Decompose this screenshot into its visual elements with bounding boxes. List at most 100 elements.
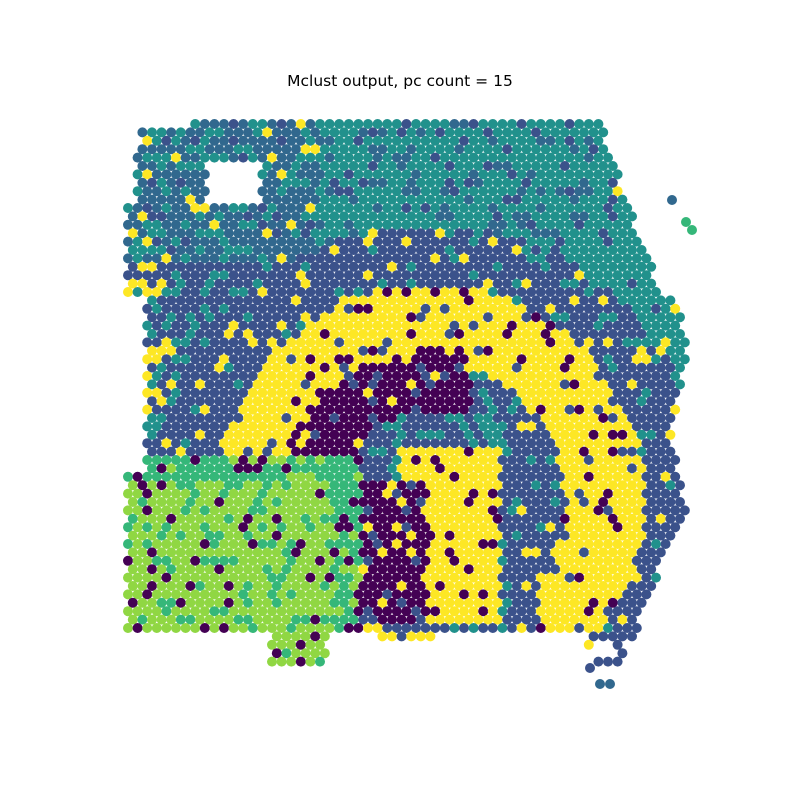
spot-cluster-1 — [430, 354, 441, 365]
spot-cluster-2 — [295, 303, 306, 314]
spot-cluster-7 — [550, 396, 561, 407]
spot-cluster-4 — [142, 219, 153, 230]
spot-cluster-2 — [627, 329, 637, 339]
spot-cluster-6 — [209, 589, 220, 600]
spot-cluster-3 — [348, 194, 359, 205]
spot-cluster-5 — [339, 530, 349, 541]
spot-cluster-7 — [363, 270, 373, 281]
spot-cluster-4 — [588, 161, 599, 171]
spot-cluster-6 — [300, 480, 311, 491]
spot-cluster-4 — [603, 354, 613, 365]
spot-cluster-2 — [550, 463, 561, 474]
spot-cluster-2 — [305, 270, 316, 281]
spot-cluster-2 — [310, 312, 321, 323]
spot-cluster-7 — [535, 572, 546, 583]
spot-cluster-4 — [603, 219, 613, 230]
spot-cluster-7 — [382, 303, 393, 314]
spot-cluster-1 — [607, 513, 618, 524]
spot-cluster-7 — [617, 581, 628, 591]
spot-cluster-4 — [607, 261, 618, 272]
spot-cluster-2 — [334, 236, 345, 247]
spot-cluster-3 — [343, 219, 354, 230]
spot-cluster-4 — [463, 211, 474, 222]
spot-cluster-6 — [233, 547, 244, 558]
spot-cluster-2 — [516, 572, 527, 583]
spot-cluster-4 — [507, 186, 517, 197]
spot-cluster-1 — [334, 404, 345, 415]
spot-cluster-4 — [334, 219, 345, 230]
spot-cluster-4 — [598, 194, 609, 205]
spot-cluster-5 — [291, 614, 301, 625]
spot-cluster-2 — [516, 253, 527, 264]
spot-cluster-1 — [382, 555, 393, 566]
spot-cluster-2 — [531, 127, 541, 138]
spot-cluster-4 — [444, 144, 455, 155]
spot-cluster-4 — [463, 161, 474, 171]
spot-cluster-7 — [444, 597, 455, 608]
spot-cluster-7 — [612, 404, 623, 415]
spot-cluster-6 — [276, 455, 287, 465]
spot-cluster-7 — [123, 287, 133, 297]
spot-cluster-4 — [478, 421, 489, 432]
spot-cluster-2 — [377, 345, 388, 356]
spot-cluster-5 — [286, 455, 297, 465]
spot-cluster-2 — [185, 379, 196, 390]
spot-cluster-4 — [243, 312, 253, 323]
spot-cluster-7 — [473, 530, 484, 541]
spot-cluster-2 — [531, 295, 541, 306]
spot-cluster-7 — [483, 480, 493, 491]
spot-cluster-2 — [123, 270, 133, 281]
spot-cluster-3 — [156, 194, 167, 205]
spot-cluster-7 — [372, 623, 383, 633]
spot-cluster-7 — [612, 438, 623, 449]
spot-cluster-1 — [406, 513, 417, 524]
spot-cluster-6 — [286, 505, 297, 516]
spot-cluster-6 — [247, 455, 258, 465]
spot-cluster-2 — [180, 387, 191, 398]
spot-cluster-2 — [459, 270, 469, 281]
spot-cluster-2 — [627, 396, 637, 407]
spot-cluster-7 — [463, 597, 474, 608]
spot-cluster-7 — [267, 354, 277, 365]
spot-cluster-1 — [353, 421, 364, 432]
spot-cluster-4 — [478, 152, 489, 163]
spot-cluster-4 — [675, 362, 685, 373]
spot-cluster-4 — [627, 295, 637, 306]
spot-cluster-4 — [497, 119, 508, 129]
spot-cluster-2 — [315, 253, 325, 264]
spot-cluster-5 — [334, 555, 345, 566]
spot-cluster-1 — [382, 404, 393, 415]
spot-cluster-4 — [497, 152, 508, 163]
spot-cluster-2 — [631, 387, 642, 398]
spot-cluster-7 — [564, 421, 575, 432]
spot-cluster-7 — [593, 589, 604, 600]
spot-cluster-7 — [588, 396, 599, 407]
spot-cluster-7 — [420, 287, 431, 297]
spot-cluster-2 — [646, 446, 657, 457]
spot-cluster-4 — [564, 253, 575, 264]
spot-cluster-4 — [161, 152, 172, 163]
spot-cluster-7 — [478, 320, 489, 331]
spot-cluster-2 — [228, 135, 239, 146]
spot-cluster-7 — [444, 497, 455, 507]
spot-cluster-4 — [559, 245, 570, 255]
spot-cluster-2 — [483, 228, 493, 239]
spot-cluster-7 — [276, 371, 287, 381]
spot-cluster-1 — [324, 572, 335, 583]
spot-cluster-4 — [497, 421, 508, 432]
spot-cluster-5 — [219, 555, 229, 566]
spot-cluster-2 — [271, 211, 282, 222]
spot-cluster-4 — [190, 119, 201, 129]
spot-cluster-4 — [487, 404, 498, 415]
spot-cluster-5 — [286, 589, 297, 600]
spot-cluster-4 — [627, 245, 637, 255]
spot-cluster-2 — [276, 337, 287, 348]
spot-cluster-2 — [363, 471, 373, 482]
spot-cluster-4 — [507, 152, 517, 163]
spot-cluster-2 — [372, 371, 383, 381]
spot-cluster-2 — [257, 354, 268, 365]
spot-cluster-7 — [310, 345, 321, 356]
spot-cluster-2 — [502, 564, 513, 575]
spot-cluster-4 — [315, 186, 325, 197]
spot-cluster-3 — [569, 144, 580, 155]
